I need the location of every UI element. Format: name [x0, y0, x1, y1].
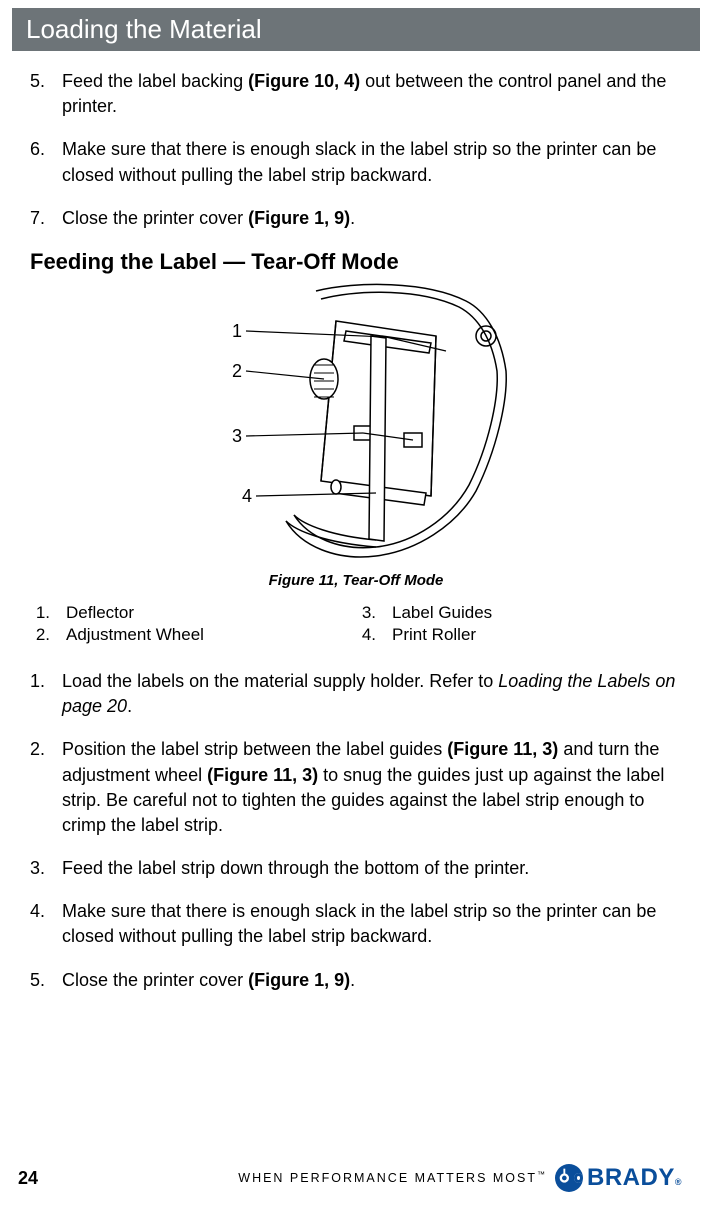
legend-item: 1.Deflector [30, 603, 356, 623]
legend-number: 2. [30, 625, 66, 645]
list-item: 2.Position the label strip between the l… [30, 737, 682, 838]
list-text: Make sure that there is enough slack in … [62, 899, 682, 949]
legend-number: 1. [30, 603, 66, 623]
page-content: 5.Feed the label backing (Figure 10, 4) … [0, 51, 712, 993]
list-item: 3.Feed the label strip down through the … [30, 856, 682, 881]
list-number: 7. [30, 206, 62, 231]
callout-4: 4 [242, 486, 252, 506]
legend-label: Adjustment Wheel [66, 625, 204, 645]
legend-item: 4.Print Roller [356, 625, 682, 645]
list-number: 5. [30, 69, 62, 119]
legend-item: 3.Label Guides [356, 603, 682, 623]
list-item: 5.Close the printer cover (Figure 1, 9). [30, 968, 682, 993]
list-number: 2. [30, 737, 62, 838]
list-item: 1.Load the labels on the material supply… [30, 669, 682, 719]
callout-1: 1 [232, 321, 242, 341]
list-number: 3. [30, 856, 62, 881]
figure-caption: Figure 11, Tear-Off Mode [30, 572, 682, 589]
list-item: 4.Make sure that there is enough slack i… [30, 899, 682, 949]
section-header-text: Loading the Material [26, 14, 262, 44]
brady-wordmark: BRADY® [587, 1164, 682, 1192]
legend-item: 2.Adjustment Wheel [30, 625, 356, 645]
callout-2: 2 [232, 361, 242, 381]
figure-legend: 1.Deflector2.Adjustment Wheel 3.Label Gu… [30, 603, 682, 647]
footer-motto: WHEN PERFORMANCE MATTERS MOST™ [238, 1170, 547, 1185]
list-text: Feed the label strip down through the bo… [62, 856, 682, 881]
footer-branding: WHEN PERFORMANCE MATTERS MOST™ BRADY® [238, 1164, 682, 1192]
list-item: 6.Make sure that there is enough slack i… [30, 137, 682, 187]
page-footer: 24 WHEN PERFORMANCE MATTERS MOST™ BRADY® [0, 1164, 712, 1192]
legend-label: Deflector [66, 603, 134, 623]
list-text: Close the printer cover (Figure 1, 9). [62, 206, 682, 231]
figure-illustration: 1 2 3 4 [186, 281, 526, 566]
subsection-heading: Feeding the Label — Tear-Off Mode [30, 249, 682, 275]
list-number: 1. [30, 669, 62, 719]
section-header: Loading the Material [12, 8, 700, 51]
brady-bullet-icon [555, 1164, 583, 1192]
callout-3: 3 [232, 426, 242, 446]
legend-number: 4. [356, 625, 392, 645]
list-item: 5.Feed the label backing (Figure 10, 4) … [30, 69, 682, 119]
list-text: Load the labels on the material supply h… [62, 669, 682, 719]
list-number: 4. [30, 899, 62, 949]
list-text: Position the label strip between the lab… [62, 737, 682, 838]
legend-number: 3. [356, 603, 392, 623]
list-item: 7.Close the printer cover (Figure 1, 9). [30, 206, 682, 231]
list-number: 6. [30, 137, 62, 187]
legend-label: Print Roller [392, 625, 476, 645]
list-text: Close the printer cover (Figure 1, 9). [62, 968, 682, 993]
list-text: Make sure that there is enough slack in … [62, 137, 682, 187]
figure-wrap: 1 2 3 4 Figure 11, Tear-Off Mode [30, 281, 682, 589]
brady-logo: BRADY® [555, 1164, 682, 1192]
list-text: Feed the label backing (Figure 10, 4) ou… [62, 69, 682, 119]
legend-label: Label Guides [392, 603, 492, 623]
list-number: 5. [30, 968, 62, 993]
page-number: 24 [18, 1168, 38, 1189]
